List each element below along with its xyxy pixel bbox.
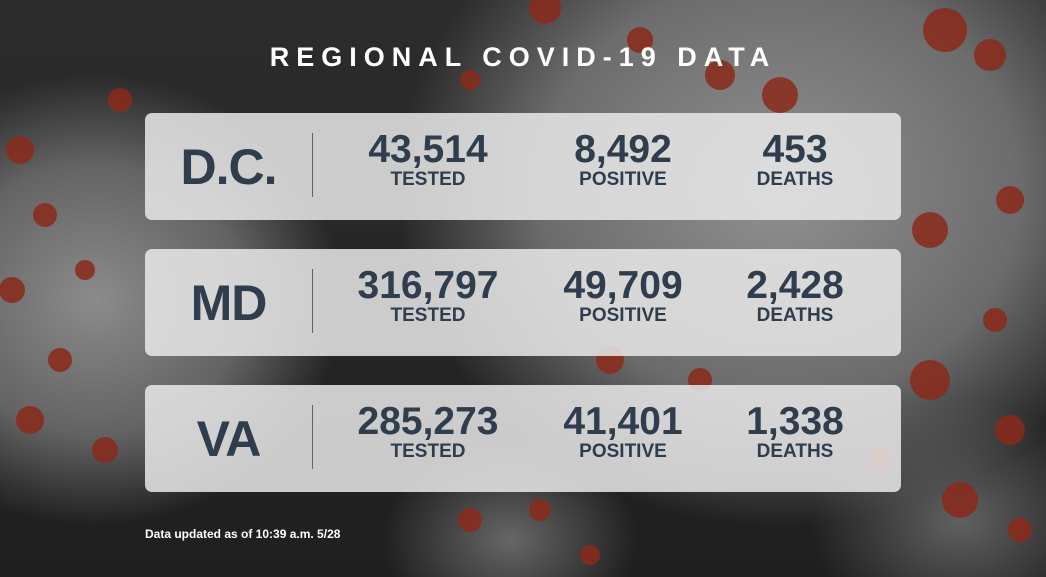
region-row-md: MD 316,797 TESTED 49,709 POSITIVE 2,428 … — [145, 249, 901, 356]
tested-stat: 43,514 TESTED — [338, 127, 518, 191]
tested-stat: 316,797 TESTED — [338, 263, 518, 327]
deaths-label: DEATHS — [756, 305, 834, 326]
tested-value: 316,797 — [357, 264, 499, 307]
divider — [312, 269, 313, 333]
region-row-va: VA 285,273 TESTED 41,401 POSITIVE 1,338 … — [145, 385, 901, 492]
positive-stat: 41,401 POSITIVE — [533, 399, 713, 463]
deaths-value: 453 — [762, 128, 828, 171]
divider — [312, 405, 313, 469]
tested-value: 43,514 — [368, 128, 488, 171]
positive-value: 41,401 — [563, 400, 683, 443]
state-label: VA — [196, 410, 262, 467]
positive-label: POSITIVE — [579, 441, 667, 462]
divider — [312, 133, 313, 197]
deaths-stat: 453 DEATHS — [705, 127, 885, 191]
tested-label: TESTED — [390, 441, 466, 462]
positive-stat: 8,492 POSITIVE — [533, 127, 713, 191]
deaths-label: DEATHS — [756, 441, 834, 462]
positive-label: POSITIVE — [579, 169, 667, 190]
deaths-stat: 1,338 DEATHS — [705, 399, 885, 463]
state-label: MD — [190, 274, 268, 331]
positive-value: 49,709 — [563, 264, 683, 307]
positive-stat: 49,709 POSITIVE — [533, 263, 713, 327]
deaths-value: 2,428 — [746, 264, 844, 307]
positive-value: 8,492 — [574, 128, 672, 171]
deaths-stat: 2,428 DEATHS — [705, 263, 885, 327]
tested-label: TESTED — [390, 169, 466, 190]
region-row-dc: D.C. 43,514 TESTED 8,492 POSITIVE 453 DE… — [145, 113, 901, 220]
update-timestamp: Data updated as of 10:39 a.m. 5/28 — [145, 527, 341, 541]
positive-label: POSITIVE — [579, 305, 667, 326]
deaths-value: 1,338 — [746, 400, 844, 443]
tested-value: 285,273 — [357, 400, 499, 443]
deaths-label: DEATHS — [756, 169, 834, 190]
tested-label: TESTED — [390, 305, 466, 326]
page-title: REGIONAL COVID-19 DATA — [269, 42, 777, 72]
state-label: D.C. — [180, 138, 278, 195]
tested-stat: 285,273 TESTED — [338, 399, 518, 463]
